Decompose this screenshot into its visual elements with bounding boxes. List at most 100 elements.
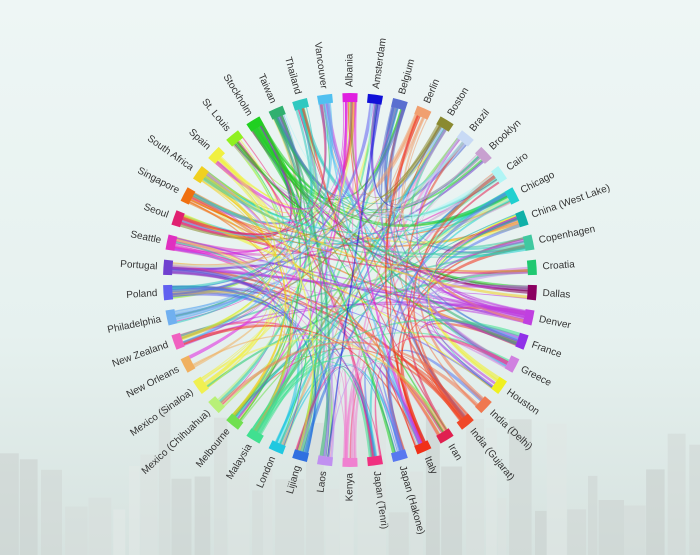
- chord-ribbon: [299, 367, 347, 459]
- group-label: Seattle: [129, 229, 162, 246]
- chord-ribbon: [202, 176, 526, 256]
- skyline-buildings: [0, 406, 700, 555]
- group-arc: [456, 130, 474, 147]
- group-label: Thailand: [282, 56, 303, 96]
- group-label: Chicago: [519, 169, 557, 196]
- group-label: Boston: [446, 86, 472, 118]
- chord-ribbon: [206, 172, 335, 458]
- group-arc: [491, 376, 507, 394]
- chord-ribbon: [217, 157, 315, 451]
- group-label: Melbourne: [194, 426, 233, 470]
- chord-ribbon: [426, 217, 518, 388]
- chord-ribbon: [192, 193, 526, 258]
- chord-ribbon: [182, 324, 420, 445]
- group-arc: [246, 428, 264, 444]
- group-arc: [171, 332, 185, 350]
- group-label: Houston: [504, 387, 541, 417]
- chord-ribbon: [233, 213, 516, 418]
- group-arc: [292, 98, 309, 111]
- group-arc: [436, 428, 454, 444]
- group-arc: [526, 259, 537, 276]
- group-label: Cairo: [505, 150, 531, 173]
- group-label: Lijiang: [285, 464, 303, 495]
- chord-ribbon: [318, 104, 519, 341]
- group-arc: [342, 457, 358, 467]
- chord-ribbon: [219, 157, 521, 244]
- chord-ribbon: [347, 101, 464, 420]
- group-arc: [226, 413, 244, 430]
- group-label: Kenya: [345, 473, 356, 502]
- group-arc: [180, 187, 196, 205]
- group-arc: [504, 355, 520, 373]
- group-label: Spain: [186, 127, 212, 152]
- group-label: India (Delhi): [487, 408, 534, 453]
- group-arc: [522, 234, 535, 251]
- group-arc: [171, 210, 185, 228]
- group-arc: [163, 259, 174, 276]
- group-label: Greece: [519, 364, 554, 389]
- group-arcs: [163, 93, 537, 467]
- group-label: France: [530, 340, 563, 361]
- group-arc: [367, 93, 383, 105]
- group-arc: [515, 332, 529, 350]
- group-label: Laos: [315, 470, 329, 493]
- group-label: London: [255, 455, 278, 490]
- group-label: Seoul: [142, 202, 170, 221]
- chord-ribbon: [192, 333, 447, 432]
- chord-ribbon: [401, 117, 524, 323]
- group-label: Brazil: [468, 108, 492, 134]
- group-label: Philadelphia: [107, 314, 163, 336]
- chord-ribbon: [384, 114, 426, 443]
- chord-ribbon: [387, 192, 508, 452]
- group-label: Stockholm: [221, 72, 255, 118]
- group-label: New Orleans: [125, 364, 181, 400]
- group-arc: [208, 396, 225, 414]
- group-label: Berlin: [422, 77, 442, 105]
- group-arc: [317, 93, 333, 105]
- group-arc: [165, 309, 178, 326]
- group-label: New Zealand: [111, 340, 170, 370]
- group-label: Singapore: [136, 165, 182, 196]
- group-label: China (West Lake): [530, 183, 612, 221]
- group-label: Denver: [538, 314, 572, 331]
- chord-ribbon: [182, 102, 333, 344]
- group-arc: [475, 396, 492, 414]
- group-label: Dallas: [542, 288, 570, 301]
- group-arc: [367, 455, 383, 467]
- group-label: Malaysia: [225, 442, 255, 482]
- group-arc: [342, 93, 358, 103]
- group-arc: [246, 116, 264, 132]
- group-arc: [522, 309, 535, 326]
- chord-ribbon: [389, 109, 518, 342]
- group-label: Japan (Hakone): [397, 464, 427, 535]
- group-label: Belgium: [397, 58, 417, 96]
- group-arc: [193, 376, 209, 394]
- group-arc: [165, 234, 178, 251]
- group-label: Amsterdam: [371, 37, 389, 89]
- chord-ribbon: [235, 124, 301, 208]
- group-arc: [268, 440, 286, 455]
- chord-ribbon: [182, 103, 327, 235]
- group-label: Iran: [445, 442, 463, 462]
- group-arc: [391, 98, 408, 111]
- chord-ribbons: [171, 101, 529, 459]
- chord-ribbon: [176, 238, 273, 389]
- group-arc: [391, 449, 408, 462]
- group-arc: [515, 210, 529, 228]
- group-label: Vancouver: [312, 41, 329, 90]
- group-label: Italy: [422, 455, 439, 476]
- group-arc: [268, 105, 286, 120]
- group-arc: [193, 166, 209, 184]
- group-label: Croatia: [542, 259, 575, 272]
- group-arc: [436, 116, 454, 132]
- group-label: Copenhagen: [538, 224, 596, 246]
- group-arc: [226, 130, 244, 147]
- group-label: St. Louis: [199, 97, 232, 134]
- group-label: South Africa: [145, 133, 196, 173]
- group-arc: [414, 440, 432, 455]
- group-arc: [208, 146, 225, 164]
- group-label: Albania: [345, 53, 356, 87]
- group-label: Taiwan: [256, 72, 279, 105]
